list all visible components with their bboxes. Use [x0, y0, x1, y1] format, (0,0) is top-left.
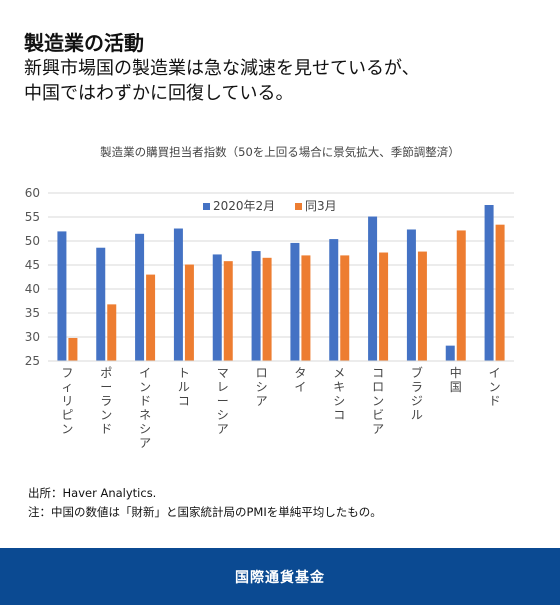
legend-swatch — [203, 203, 210, 210]
legend-label: 2020年2月 — [213, 199, 275, 213]
y-tick-label: 50 — [25, 234, 40, 248]
bar-feb — [57, 231, 67, 361]
footnote: 注：中国の数値は「財新」と国家統計局のPMIを単純平均したもの。 — [28, 505, 382, 519]
category-label: コロンビア — [372, 366, 384, 436]
y-tick-label: 45 — [25, 258, 40, 272]
pmi-bar-chart: 製造業の購買担当者指数（50を上回る場合に景気拡大、季節調整済） 25 30 35 4… — [25, 145, 514, 450]
bar-mar — [146, 274, 156, 361]
bar-mar — [456, 230, 466, 361]
bar-feb — [135, 233, 145, 361]
y-tick-label: 25 — [25, 354, 40, 368]
category-label: タイ — [294, 366, 306, 394]
legend-swatch — [295, 203, 302, 210]
category-label: インド — [489, 366, 501, 408]
y-tick-label: 35 — [25, 306, 40, 320]
headline: 製造業の活動 新興市場国の製造業は急な減速を見せているが、 中国ではわずかに回復… — [24, 30, 544, 106]
bar-feb — [212, 254, 222, 361]
bar-feb — [173, 228, 183, 361]
y-tick-label: 60 — [25, 186, 40, 200]
bar-mar — [223, 261, 233, 361]
bar-mar — [262, 257, 272, 361]
y-axis: 25 30 35 40 45 50 55 60 — [25, 186, 40, 368]
bar-mar — [184, 264, 194, 361]
bar-mar — [340, 255, 350, 361]
category-label: インドネシア — [139, 366, 151, 450]
y-tick-label: 30 — [25, 330, 40, 344]
bar-feb — [368, 216, 378, 361]
legend-label: 同3月 — [305, 199, 337, 213]
source-note: 出所：Haver Analytics. — [28, 486, 157, 500]
bar-mar — [68, 337, 78, 361]
category-label: マレーシア — [217, 366, 229, 436]
footer-label: 国際通貨基金 — [235, 569, 325, 586]
category-label: ブラジル — [411, 365, 423, 422]
footer-banner: 国際通貨基金 — [0, 548, 560, 605]
subtitle-line-2: 中国ではわずかに回復している。 — [24, 83, 294, 104]
category-label: 中国 — [450, 365, 462, 394]
x-axis: フィリピン ポーランド インドネシア トルコ マレーシア ロシア タイ メキシコ コロンビア ブラ… — [48, 360, 514, 450]
category-label: トルコ — [178, 366, 190, 408]
bar-feb — [445, 345, 455, 361]
bar-feb — [329, 239, 339, 361]
bar-mar — [379, 252, 389, 361]
notes: 出所：Haver Analytics. 注：中国の数値は「財新」と国家統計局のP… — [28, 484, 382, 522]
bar-feb — [251, 251, 261, 361]
y-tick-label: 40 — [25, 282, 40, 296]
category-label: メキシコ — [333, 366, 345, 422]
bar-mar — [301, 255, 311, 361]
category-label: ポーランド — [100, 366, 112, 436]
y-tick-label: 55 — [25, 210, 40, 224]
bar-mar — [107, 304, 117, 361]
bar-mar — [417, 251, 427, 361]
bar-feb — [484, 205, 494, 361]
bar-feb — [406, 229, 416, 361]
page-title: 製造業の活動 — [24, 31, 144, 55]
bar-mar — [495, 224, 505, 361]
legend: 2020年2月 同3月 — [203, 199, 337, 213]
bar-feb — [96, 247, 106, 361]
category-label: ロシア — [256, 366, 268, 408]
gridlines — [48, 192, 514, 362]
chart-title: 製造業の購買担当者指数（50を上回る場合に景気拡大、季節調整済） — [100, 145, 460, 159]
bar-feb — [290, 242, 300, 361]
bars — [57, 205, 505, 361]
subtitle-line-1: 新興市場国の製造業は急な減速を見せているが、 — [24, 58, 420, 79]
category-label: フィリピン — [61, 366, 73, 436]
